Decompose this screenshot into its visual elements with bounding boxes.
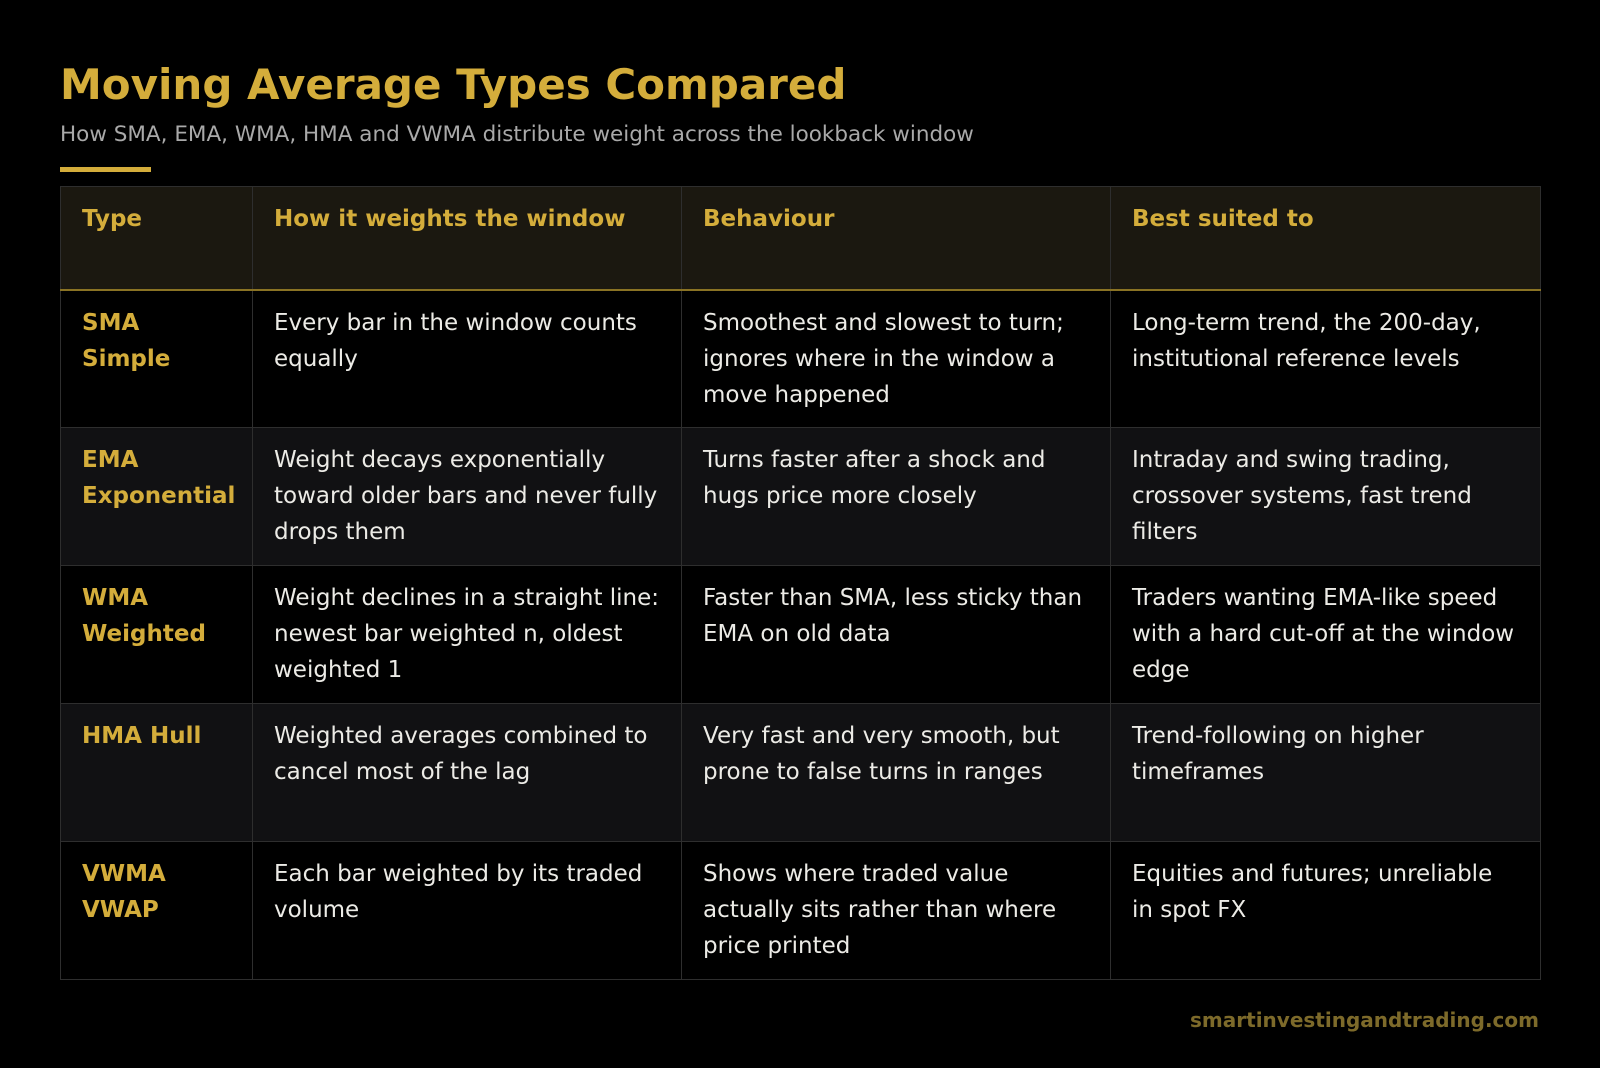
weighting-cell: Weighted averages combined to cancel mos… [252,703,682,842]
type-name: Hull [149,723,202,749]
weighting-cell: Weight declines in a straight line: newe… [252,565,682,704]
type-name: Exponential [82,483,236,509]
table-row: SMA Simple Every bar in the window count… [60,289,1541,428]
best-suited-cell: Traders wanting EMA-like speed with a ha… [1110,565,1541,704]
comparison-table: Type How it weights the window Behaviour… [60,186,1541,980]
weighting-cell: Weight decays exponentially toward older… [252,427,682,566]
table-row: HMA Hull Weighted averages combined to c… [60,703,1541,842]
behaviour-cell: Turns faster after a shock and hugs pric… [681,427,1111,566]
column-header-behaviour: Behaviour [681,186,1111,291]
best-suited-cell: Trend-following on higher timeframes [1110,703,1541,842]
type-code: EMA [82,447,139,473]
type-cell: HMA Hull [60,703,253,842]
title-accent-rule [60,167,151,172]
page-title: Moving Average Types Compared [60,60,847,109]
table-row: WMA Weighted Weight declines in a straig… [60,565,1541,704]
behaviour-cell: Very fast and very smooth, but prone to … [681,703,1111,842]
type-cell: VWMA VWAP [60,841,253,980]
type-name: Weighted [82,621,206,647]
best-suited-cell: Intraday and swing trading, crossover sy… [1110,427,1541,566]
behaviour-cell: Faster than SMA, less sticky than EMA on… [681,565,1111,704]
best-suited-cell: Long-term trend, the 200-day, institutio… [1110,289,1541,428]
type-cell: EMA Exponential [60,427,253,566]
type-code: WMA [82,585,149,611]
type-name: Simple [82,345,171,372]
table-body: SMA Simple Every bar in the window count… [60,289,1541,980]
behaviour-cell: Shows where traded value actually sits r… [681,841,1111,980]
comparison-table-container: Type How it weights the window Behaviour… [60,186,1541,980]
type-name: VWAP [82,897,159,923]
column-header-weighting: How it weights the window [252,186,682,291]
column-header-type: Type [60,186,253,291]
weighting-cell: Every bar in the window counts equally [252,289,682,428]
table-row: VWMA VWAP Each bar weighted by its trade… [60,841,1541,980]
type-code: SMA [82,309,140,336]
table-row: EMA Exponential Weight decays exponentia… [60,427,1541,566]
header-row: Type How it weights the window Behaviour… [60,186,1541,291]
type-cell: WMA Weighted [60,565,253,704]
best-suited-cell: Equities and futures; unreliable in spot… [1110,841,1541,980]
type-code: HMA [82,723,142,749]
behaviour-cell: Smoothest and slowest to turn; ignores w… [681,289,1111,428]
table-header: Type How it weights the window Behaviour… [60,186,1541,291]
column-header-best-suited: Best suited to [1110,186,1541,291]
type-cell: SMA Simple [60,289,253,428]
type-code: VWMA [82,861,166,887]
page-subtitle: How SMA, EMA, WMA, HMA and VWMA distribu… [60,122,974,147]
weighting-cell: Each bar weighted by its traded volume [252,841,682,980]
source-url[interactable]: smartinvestingandtrading.com [1190,1008,1539,1032]
